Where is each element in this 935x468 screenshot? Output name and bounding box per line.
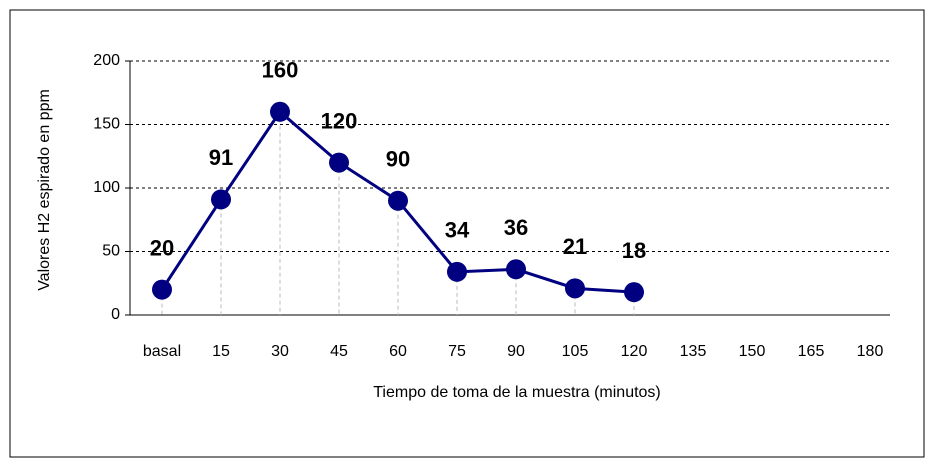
point <box>211 189 231 210</box>
x-tick-label: 75 <box>448 343 466 360</box>
data-label: 160 <box>262 58 299 83</box>
data-label: 21 <box>563 234 587 259</box>
y-tick-label: 0 <box>111 306 120 323</box>
x-tick-label: 105 <box>562 343 589 360</box>
x-tick-label: 15 <box>212 343 230 360</box>
point <box>506 259 526 280</box>
y-tick-label: 100 <box>93 179 120 196</box>
data-label: 91 <box>209 145 233 170</box>
x-tick-label: 45 <box>330 343 348 360</box>
x-tick-label: 165 <box>798 343 825 360</box>
point <box>152 279 172 300</box>
point <box>329 152 349 173</box>
data-label: 90 <box>386 147 410 172</box>
x-tick-label: 60 <box>389 343 407 360</box>
data-label: 34 <box>445 218 470 243</box>
y-axis-title: Valores H2 espirado en ppm <box>36 89 53 291</box>
point <box>624 282 644 303</box>
data-label: 20 <box>150 235 174 260</box>
point <box>388 190 408 211</box>
y-tick-label: 150 <box>93 116 120 133</box>
y-tick-label: 200 <box>93 52 120 69</box>
x-tick-label: 90 <box>507 343 525 360</box>
x-tick-label: 30 <box>271 343 289 360</box>
x-tick-label: 150 <box>739 343 766 360</box>
x-axis-title: Tiempo de toma de la muestra (minutos) <box>373 384 661 401</box>
x-tick-label: 180 <box>857 343 884 360</box>
data-label: 18 <box>622 238 646 263</box>
data-label: 120 <box>321 108 358 133</box>
point <box>270 101 290 122</box>
x-tick-label: basal <box>143 343 181 360</box>
x-tick-label: 135 <box>680 343 707 360</box>
chart-border <box>9 9 925 458</box>
x-tick-label: 120 <box>621 343 648 360</box>
y-tick-label: 50 <box>102 243 120 260</box>
data-label: 36 <box>504 215 528 240</box>
point <box>447 261 467 282</box>
point <box>565 278 585 299</box>
